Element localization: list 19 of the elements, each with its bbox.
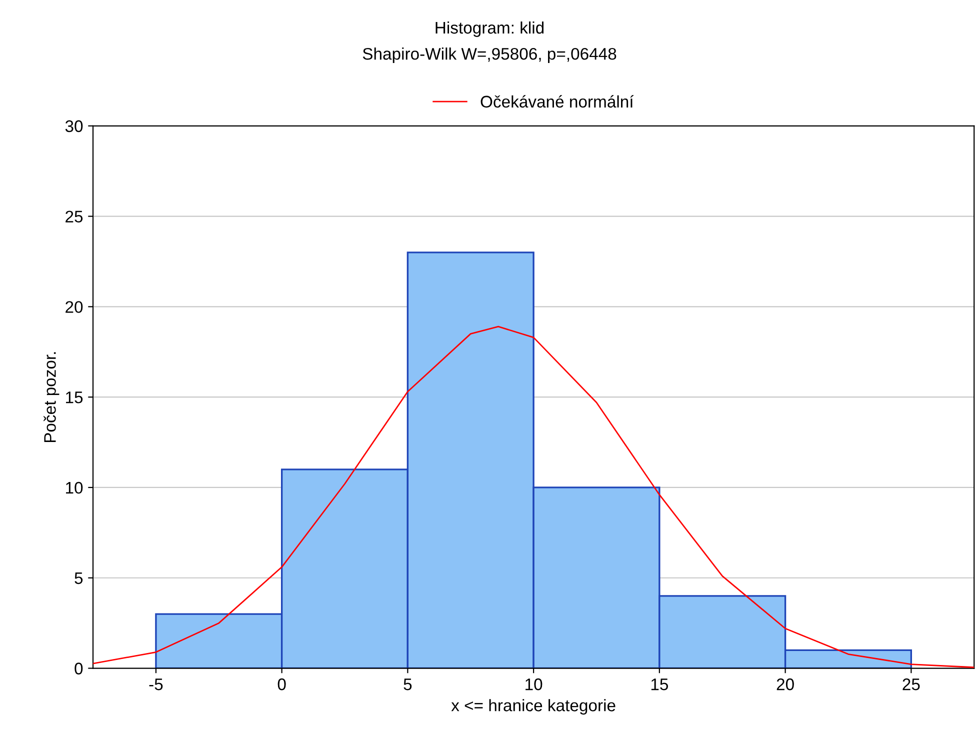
chart-title: Histogram: klid xyxy=(436,21,544,37)
y-tick-label: 25 xyxy=(66,210,83,222)
y-tick-label: 0 xyxy=(74,662,83,674)
y-tick-label: 20 xyxy=(66,301,83,313)
y-tick-label: 15 xyxy=(66,392,83,404)
x-axis-title: x <= hranice kategorie xyxy=(451,699,616,715)
x-tick-label: 15 xyxy=(651,678,668,690)
x-tick-label: 10 xyxy=(526,678,542,690)
y-axis-title: Počet pozor. xyxy=(44,352,60,442)
x-tick-label: 5 xyxy=(404,678,412,690)
x-tick-label: 20 xyxy=(776,678,794,690)
legend-label: Očekávané normální xyxy=(480,95,634,108)
x-tick-label: -5 xyxy=(149,678,163,690)
y-tick-label: 30 xyxy=(65,120,83,132)
y-tick-label: 10 xyxy=(66,482,83,494)
chart-subtitle: Shapiro-Wilk W=,95806, p=,06448 xyxy=(362,48,616,64)
x-tick-label: 25 xyxy=(902,678,920,690)
y-tick-label: 5 xyxy=(74,572,83,584)
x-tick-label: 0 xyxy=(278,678,286,690)
